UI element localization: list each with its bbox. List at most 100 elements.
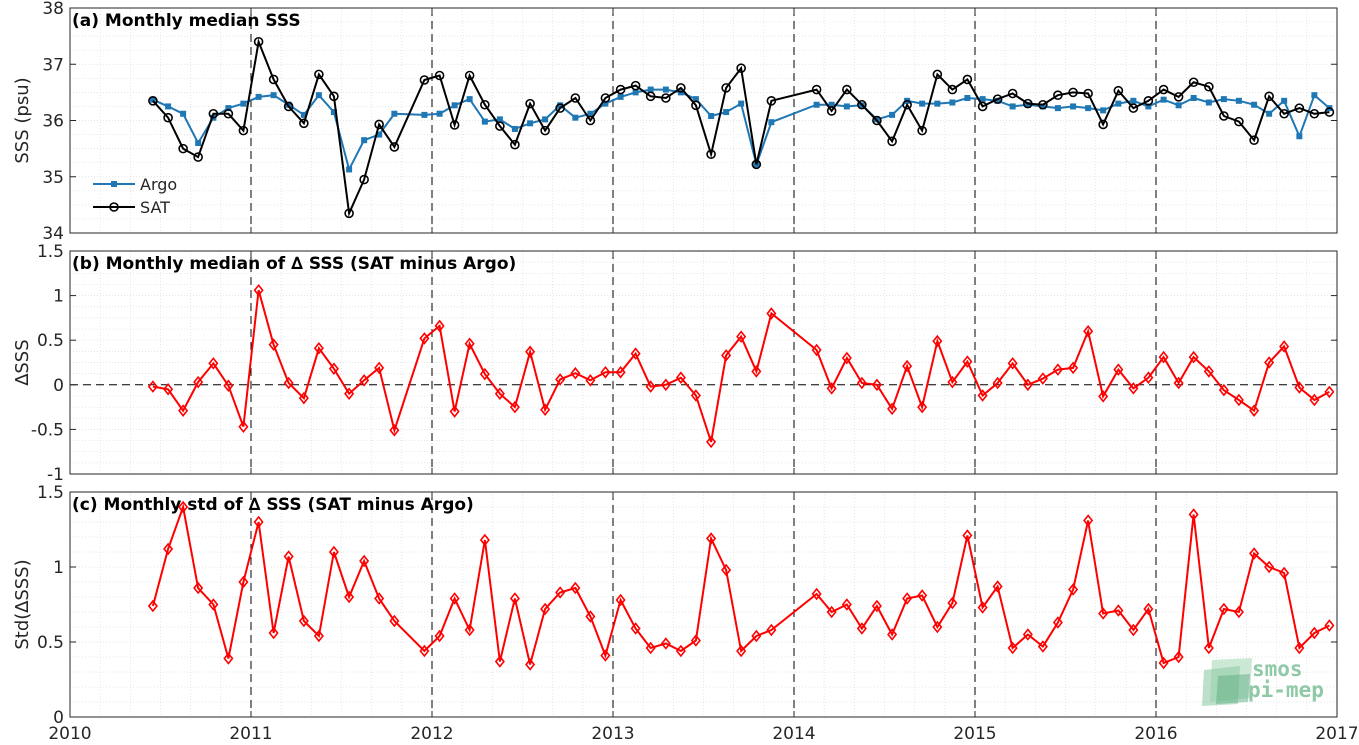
data-point	[268, 74, 279, 85]
data-point	[346, 166, 353, 173]
data-point	[389, 142, 400, 152]
data-point	[481, 118, 488, 125]
data-point	[947, 596, 958, 610]
x-tick-label: 2015	[953, 724, 996, 744]
data-point	[1007, 641, 1018, 655]
data-point	[1324, 385, 1335, 399]
data-point	[1190, 95, 1197, 101]
legend-label: SAT	[140, 198, 170, 217]
data-point	[887, 628, 898, 641]
data-point	[1145, 103, 1152, 110]
y-axis-label: Std(∆SSS)	[12, 559, 33, 649]
y-tick-label: 0.5	[37, 633, 64, 653]
data-point	[1296, 133, 1303, 140]
data-point	[344, 208, 354, 219]
data-point	[525, 658, 536, 671]
data-point	[223, 108, 234, 119]
y-tick-label: -0.5	[31, 420, 64, 440]
data-point	[1158, 84, 1169, 95]
data-point	[449, 592, 460, 605]
data-point	[1053, 90, 1063, 100]
data-point	[645, 380, 656, 393]
data-point	[600, 366, 611, 379]
data-point	[1266, 110, 1273, 117]
data-point	[510, 139, 520, 150]
data-point	[1309, 108, 1320, 119]
data-point	[736, 330, 747, 343]
data-point	[811, 343, 822, 357]
data-point	[1294, 641, 1305, 655]
data-point	[479, 367, 490, 381]
data-point	[889, 111, 896, 118]
data-point	[977, 389, 988, 402]
data-point	[917, 125, 927, 136]
data-point	[751, 365, 762, 378]
data-point	[766, 96, 777, 106]
data-point	[509, 592, 520, 605]
y-tick-label: 34	[42, 224, 64, 244]
data-point	[511, 125, 518, 132]
data-point	[994, 97, 1001, 104]
data-point	[1098, 607, 1109, 620]
data-point	[887, 402, 898, 416]
data-point	[617, 93, 624, 100]
x-tick-label: 2012	[410, 724, 453, 744]
data-point	[298, 614, 309, 628]
data-point	[147, 380, 158, 393]
data-point	[328, 545, 339, 559]
data-point	[193, 375, 204, 389]
series-sat	[148, 36, 1335, 219]
data-point	[1203, 641, 1214, 655]
data-point	[374, 361, 385, 375]
data-point	[843, 103, 850, 110]
data-point	[389, 614, 400, 628]
data-point	[344, 590, 355, 604]
data-point	[1188, 508, 1199, 521]
data-point	[1022, 628, 1033, 641]
data-point	[466, 96, 473, 103]
data-point	[721, 349, 732, 362]
data-point	[178, 404, 189, 417]
data-point	[706, 532, 717, 545]
legend-label: Argo	[140, 175, 177, 194]
data-point	[1083, 88, 1093, 99]
data-point	[1023, 98, 1033, 109]
panel-title: (b) Monthly median of ∆ SSS (SAT minus A…	[72, 254, 516, 274]
data-point	[359, 374, 370, 387]
x-tick-label: 2017	[1315, 724, 1358, 744]
data-point	[1007, 357, 1018, 370]
data-point	[1039, 103, 1046, 110]
legend-marker	[109, 202, 119, 212]
data-point	[1173, 376, 1184, 390]
data-point	[871, 378, 882, 392]
data-point	[570, 93, 581, 103]
data-point	[813, 101, 820, 108]
data-point	[615, 593, 626, 607]
data-point	[585, 374, 596, 387]
y-tick-label: 0	[53, 376, 64, 396]
data-point	[842, 84, 852, 95]
x-tick-label: 2011	[229, 724, 272, 744]
data-point	[268, 338, 279, 351]
data-point	[692, 96, 699, 103]
x-tick-label: 2016	[1134, 724, 1177, 744]
data-point	[826, 382, 837, 395]
data-point	[313, 341, 324, 355]
data-point	[1309, 626, 1320, 640]
data-point	[738, 100, 745, 107]
data-point	[1188, 77, 1199, 88]
data-point	[1311, 92, 1318, 99]
data-point	[723, 109, 730, 116]
data-point	[464, 623, 475, 637]
data-point	[494, 655, 505, 668]
data-point	[225, 105, 232, 112]
data-point	[768, 119, 775, 126]
data-point	[721, 83, 731, 93]
data-point	[165, 103, 172, 110]
data-point	[962, 529, 973, 542]
data-point	[238, 575, 249, 589]
data-point	[374, 119, 384, 130]
data-point	[253, 283, 264, 297]
data-point	[932, 334, 943, 348]
data-point	[708, 113, 715, 119]
